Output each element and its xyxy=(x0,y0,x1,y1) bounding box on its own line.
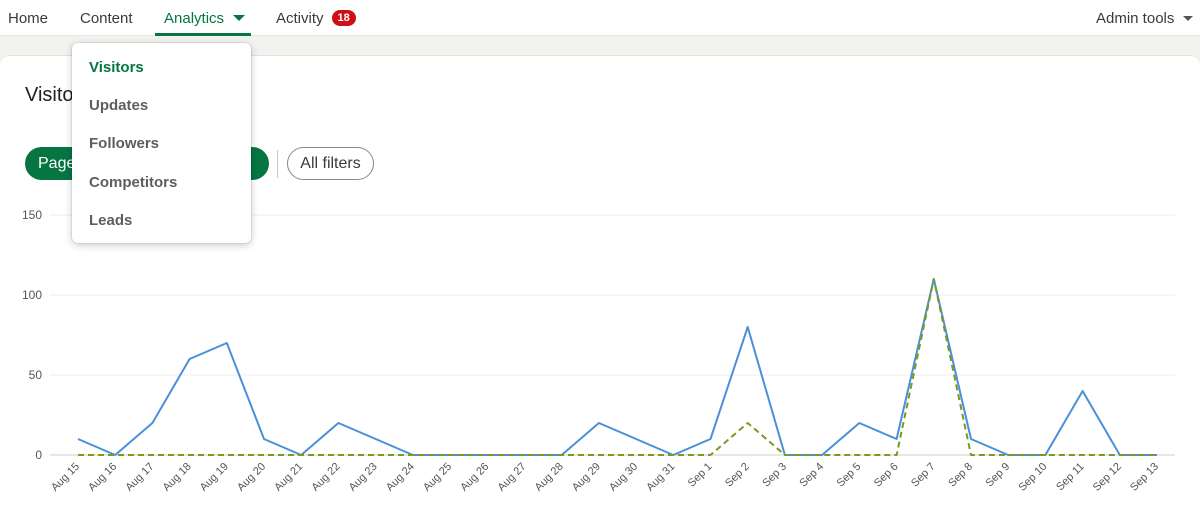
y-tick-label: 150 xyxy=(22,208,42,222)
caret-down-icon xyxy=(233,15,246,21)
x-tick-label: Sep 6 xyxy=(872,461,901,490)
x-tick-label: Sep 2 xyxy=(723,461,752,490)
x-tick-label: Aug 16 xyxy=(86,461,119,494)
visitors-line-chart: 0 50 100 150 Aug 15 Aug 16 Aug 17 Aug 18 Aug 19… xyxy=(22,208,1175,494)
all-filters-button[interactable]: All filters xyxy=(287,147,374,180)
page-filter-label: Page xyxy=(38,154,76,172)
x-tick-label: Sep 10 xyxy=(1016,461,1049,494)
x-tick-label: Sep 9 xyxy=(983,461,1012,490)
x-tick-label: Aug 18 xyxy=(161,461,194,494)
x-tick-label: Aug 31 xyxy=(644,461,677,494)
menu-item-followers[interactable]: Followers xyxy=(89,135,160,152)
x-tick-label: Sep 5 xyxy=(835,461,864,490)
nav-home[interactable]: Home xyxy=(8,0,48,36)
x-tick-label: Sep 1 xyxy=(686,461,715,490)
x-tick-label: Aug 20 xyxy=(235,461,268,494)
x-tick-label: Aug 30 xyxy=(607,461,640,494)
menu-item-visitors[interactable]: Visitors xyxy=(89,59,144,76)
menu-item-updates[interactable]: Updates xyxy=(89,97,149,114)
series-line-primary xyxy=(77,278,1157,456)
series-line-secondary xyxy=(78,278,1157,456)
active-tab-indicator xyxy=(155,33,251,36)
x-tick-label: Aug 19 xyxy=(198,461,231,494)
x-tick-label: Aug 24 xyxy=(384,461,417,494)
x-tick-label: Aug 17 xyxy=(123,461,156,494)
nav-content[interactable]: Content xyxy=(80,0,133,36)
x-tick-label: Aug 29 xyxy=(570,461,603,494)
all-filters-label: All filters xyxy=(300,154,361,172)
nav-analytics[interactable]: Analytics xyxy=(164,0,246,36)
y-tick-label: 50 xyxy=(29,368,43,382)
caret-down-icon xyxy=(1183,15,1194,21)
nav-activity[interactable]: Activity 18 xyxy=(276,0,356,36)
nav-home-label: Home xyxy=(8,9,49,27)
x-tick-label: Sep 4 xyxy=(797,461,826,490)
menu-item-competitors[interactable]: Competitors xyxy=(89,174,178,191)
nav-content-label: Content xyxy=(80,9,133,27)
x-tick-label: Sep 3 xyxy=(760,461,789,490)
x-tick-label: Aug 23 xyxy=(347,461,380,494)
x-tick-label: Sep 8 xyxy=(946,461,975,490)
x-tick-label: Aug 26 xyxy=(458,461,491,494)
y-tick-label: 100 xyxy=(22,288,42,302)
notification-badge: 18 xyxy=(331,10,356,26)
x-tick-label: Aug 28 xyxy=(533,461,566,494)
x-tick-label: Aug 27 xyxy=(495,461,528,494)
top-nav: Home Content Analytics Activity 18 Admin… xyxy=(0,0,1200,36)
x-tick-label: Sep 12 xyxy=(1091,461,1124,494)
admin-tools-button[interactable]: Admin tools xyxy=(1096,0,1194,36)
y-tick-label: 0 xyxy=(35,448,42,462)
x-tick-label: Aug 25 xyxy=(421,461,454,494)
filter-divider xyxy=(277,150,278,178)
menu-item-leads[interactable]: Leads xyxy=(89,212,133,229)
x-tick-label: Aug 22 xyxy=(309,461,342,494)
x-tick-label: Aug 21 xyxy=(272,461,305,494)
analytics-dropdown-menu: Visitors Updates Followers Competitors L… xyxy=(72,43,251,243)
x-tick-label: Sep 11 xyxy=(1054,461,1087,494)
x-tick-label: Sep 7 xyxy=(909,461,938,490)
x-tick-label: Sep 13 xyxy=(1128,461,1161,494)
nav-activity-label: Activity xyxy=(276,9,324,27)
nav-analytics-label: Analytics xyxy=(164,9,225,27)
admin-tools-label: Admin tools xyxy=(1096,9,1175,27)
x-tick-label: Aug 15 xyxy=(49,461,82,494)
